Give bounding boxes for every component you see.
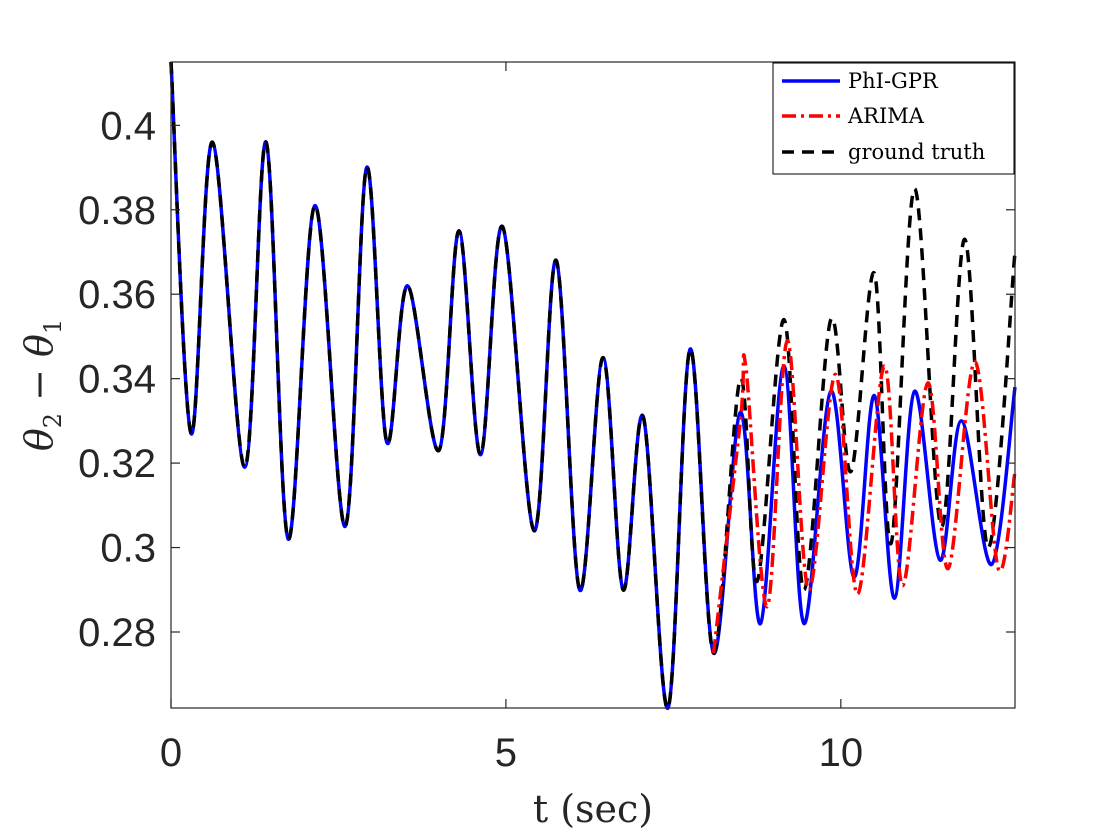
y-label-sub-b: 1 bbox=[39, 319, 67, 334]
y-tick-label: 0.32 bbox=[78, 442, 156, 486]
x-tick-label: 5 bbox=[495, 731, 517, 775]
ticks-layer: 0 5 10 0.28 0.3 0.32 0.34 0.36 0.38 0.4 bbox=[78, 62, 1015, 775]
y-axis-label: θ2 − θ1 bbox=[17, 319, 67, 451]
y-tick-label: 0.4 bbox=[100, 104, 156, 148]
legend-label-ground-truth: ground truth bbox=[848, 140, 985, 164]
x-tick-label: 10 bbox=[819, 731, 864, 775]
y-label-sub-a: 2 bbox=[39, 413, 67, 428]
series-line-arima bbox=[711, 338, 1017, 654]
y-label-theta-a: θ bbox=[17, 428, 61, 451]
y-tick-label: 0.38 bbox=[78, 189, 156, 233]
series-layer bbox=[169, 61, 1017, 710]
y-label-minus: − bbox=[17, 357, 61, 413]
legend-label-phi-gpr: PhI-GPR bbox=[848, 69, 939, 93]
y-tick-label: 0.36 bbox=[78, 273, 156, 317]
y-tick-label: 0.34 bbox=[78, 358, 156, 402]
y-tick-label: 0.3 bbox=[100, 527, 156, 571]
plot-frame bbox=[170, 61, 1016, 709]
legend: PhI-GPR ARIMA ground truth bbox=[772, 62, 1015, 175]
legend-label-arima: ARIMA bbox=[847, 104, 925, 128]
x-axis-label: t (sec) bbox=[533, 787, 653, 831]
y-label-theta-b: θ bbox=[17, 334, 61, 357]
series-line-ground-truth bbox=[169, 61, 1017, 710]
x-tick-label: 0 bbox=[160, 731, 182, 775]
y-tick-label: 0.28 bbox=[78, 611, 156, 655]
